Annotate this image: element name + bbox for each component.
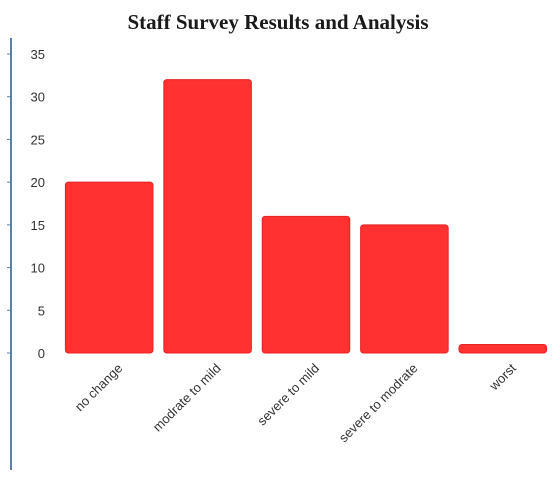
x-tick-label: no change xyxy=(72,361,126,415)
y-tick-label: 0 xyxy=(38,346,45,361)
bar xyxy=(360,224,449,354)
x-tick-label: worst xyxy=(486,360,520,394)
chart-title: Staff Survey Results and Analysis xyxy=(127,10,429,34)
y-tick-label: 20 xyxy=(31,175,45,190)
y-tick-label: 30 xyxy=(31,90,45,105)
bar xyxy=(458,343,548,354)
y-tick-label: 5 xyxy=(38,303,45,318)
bar xyxy=(163,79,252,354)
bar xyxy=(261,215,351,354)
y-tick-label: 25 xyxy=(31,132,45,147)
x-tick-label: severe to modrate xyxy=(336,361,421,446)
y-tick-label: 35 xyxy=(31,47,45,62)
x-tick-label: modrate to mild xyxy=(150,361,224,435)
bar xyxy=(64,181,154,354)
x-tick-label: severe to mild xyxy=(254,361,322,429)
y-tick-label: 15 xyxy=(31,218,45,233)
y-tick-label: 10 xyxy=(31,261,45,276)
